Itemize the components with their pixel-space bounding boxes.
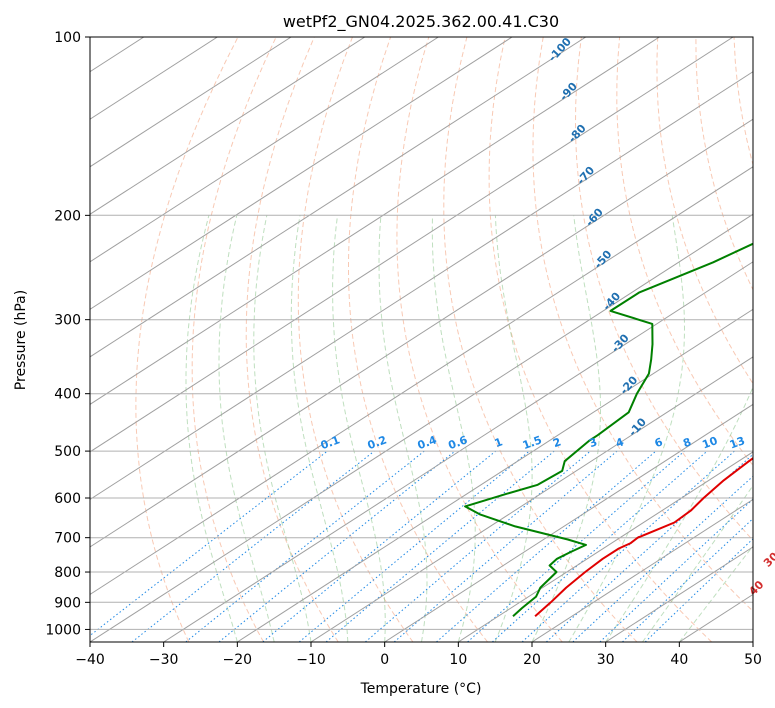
dry-adiabat-line	[348, 37, 488, 642]
mixing-ratio-label: 3	[587, 435, 599, 450]
x-tick-label: 30	[597, 652, 615, 668]
moist-adiabat-line	[185, 215, 238, 642]
mixing-ratio-label: 6	[653, 435, 665, 450]
mixing-ratio-label: 13	[728, 434, 747, 451]
mixing-ratio-label: 10	[700, 434, 719, 452]
mixing-ratio-label: 0.6	[447, 433, 470, 452]
dry-adiabat-line	[245, 37, 339, 642]
x-tick-label: −20	[223, 652, 253, 668]
isotherm-line	[90, 166, 753, 596]
moist-adiabat-line	[218, 215, 275, 642]
x-tick-label: 0	[380, 652, 389, 668]
y-tick-label: 100	[54, 30, 81, 46]
x-tick-label: 10	[449, 652, 467, 668]
y-tick-label: 300	[54, 313, 81, 329]
moist-adiabat-line	[531, 215, 601, 642]
x-tick-label: 50	[744, 652, 762, 668]
mixing-ratio-label: 0.1	[319, 433, 342, 452]
x-tick-label: 20	[523, 652, 541, 668]
dry-adiabat-line	[443, 37, 638, 642]
isotherm-line	[310, 356, 753, 642]
isotherm-line	[90, 118, 753, 548]
dry-adiabat-line	[396, 37, 563, 642]
isotherm-line	[90, 37, 439, 263]
mixing-ratio-line	[298, 450, 530, 642]
isotherm-line	[90, 213, 753, 642]
moist-adiabat-line	[253, 215, 312, 642]
sounding-traces	[464, 242, 753, 617]
x-axis-title: Temperature (°C)	[360, 681, 482, 697]
moist-adiabat-line	[290, 215, 349, 642]
axes: −40 −30 −20 −10 0 10 20 30 40 5010020030040050060…	[45, 30, 762, 668]
x-tick-label: −40	[75, 652, 105, 668]
mixing-ratio-label: 0.4	[416, 433, 439, 452]
mixing-ratio-label: 8	[681, 435, 693, 450]
y-axis-title: Pressure (hPa)	[13, 290, 29, 390]
isotherm-line	[458, 451, 753, 642]
y-tick-label: 500	[54, 444, 81, 460]
temperature-line	[534, 456, 753, 617]
y-tick-label: 200	[54, 208, 81, 224]
mixing-ratio-line	[364, 450, 591, 642]
y-tick-label: 900	[54, 595, 81, 611]
dry-adiabat-line	[574, 37, 753, 542]
dry-adiabat-line	[135, 37, 239, 642]
isotherm-line	[90, 37, 513, 310]
y-tick-label: 800	[54, 565, 81, 581]
chart-title: wetPf2_GN04.2025.362.00.41.C30	[283, 12, 559, 32]
mixing-ratio-label: 1.5	[521, 433, 544, 452]
plot-frame	[89, 36, 754, 643]
mixing-ratio-line	[521, 450, 735, 642]
dry-adiabat-line	[532, 37, 753, 612]
dewpoint-line	[464, 242, 753, 617]
dry-adiabat-line	[695, 37, 753, 291]
y-tick-label: 600	[54, 491, 81, 507]
mixing-ratio-line	[218, 450, 456, 642]
mixing-ratio-line	[436, 450, 657, 642]
mixing-ratio-label: 2	[551, 435, 563, 450]
isotherm-line	[90, 37, 660, 405]
mixing-ratio-line	[90, 450, 328, 637]
mixing-ratio-label: 1	[493, 435, 505, 450]
isotherm-line	[163, 261, 753, 642]
isotherm-line	[90, 37, 587, 358]
mixing-ratio-line	[185, 450, 425, 642]
background-lines	[90, 37, 753, 642]
y-tick-label: 1000	[45, 622, 81, 638]
moist-adiabat-line	[494, 215, 533, 642]
x-tick-label: −10	[296, 652, 326, 668]
y-tick-label: 700	[54, 531, 81, 547]
isotherm-line	[90, 37, 734, 453]
isotherm-line	[90, 71, 753, 501]
isotherm-line	[90, 37, 292, 168]
mixing-ratio-line	[262, 450, 497, 642]
y-tick-label: 400	[54, 387, 81, 403]
mixing-ratio-line	[325, 450, 555, 642]
x-tick-label: −30	[149, 652, 179, 668]
isotherm-line	[384, 403, 753, 642]
isotherm-line	[531, 498, 753, 642]
moist-adiabat-line	[605, 385, 753, 642]
x-tick-label: 40	[670, 652, 688, 668]
isotherm-line	[90, 37, 366, 215]
isotherm-line	[237, 308, 753, 642]
mixing-ratio-label: 0.2	[366, 433, 389, 452]
moist-adiabat-line	[642, 484, 753, 642]
dry-adiabat-line	[656, 37, 753, 385]
mixing-ratio-label: 4	[614, 435, 626, 450]
